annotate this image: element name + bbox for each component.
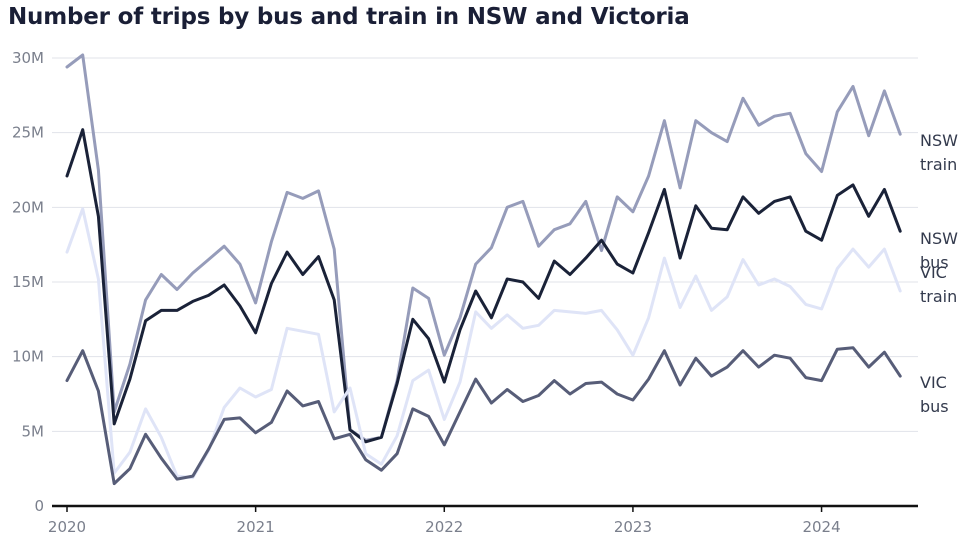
series-lines bbox=[65, 53, 902, 486]
series-label-nsw-train: NSW train bbox=[920, 131, 958, 174]
y-tick-label: 20M bbox=[12, 198, 44, 216]
y-tick-label: 5M bbox=[22, 422, 45, 440]
series-line-vic-bus bbox=[65, 346, 902, 486]
y-tick-label: 10M bbox=[12, 348, 44, 366]
y-tick-label: 30M bbox=[12, 49, 44, 67]
y-tick-label: 25M bbox=[12, 124, 44, 142]
series-line-vic-train bbox=[65, 207, 902, 480]
series-line-nsw-bus bbox=[65, 128, 902, 444]
x-tick-label: 2021 bbox=[237, 518, 275, 536]
x-tick-label: 2023 bbox=[614, 518, 652, 536]
y-tick-label: 15M bbox=[12, 273, 44, 291]
x-tick-label: 2022 bbox=[425, 518, 463, 536]
series-label-vic-bus: VIC bus bbox=[920, 373, 949, 416]
x-tick-label: 2024 bbox=[802, 518, 840, 536]
gridlines bbox=[52, 57, 918, 432]
series-label-nsw-bus: NSW bus bbox=[920, 229, 958, 272]
series-label-vic-train: VIC train bbox=[920, 263, 957, 306]
series-line-nsw-train bbox=[65, 53, 902, 442]
y-axis: 0 5M 10M 15M 20M 25M 30M bbox=[12, 49, 44, 515]
chart-title: Number of trips by bus and train in NSW … bbox=[8, 4, 690, 30]
x-axis: 2020 2021 2022 2023 2024 bbox=[48, 504, 918, 536]
x-tick-label: 2020 bbox=[48, 518, 86, 536]
y-tick-label: 0 bbox=[34, 497, 44, 515]
